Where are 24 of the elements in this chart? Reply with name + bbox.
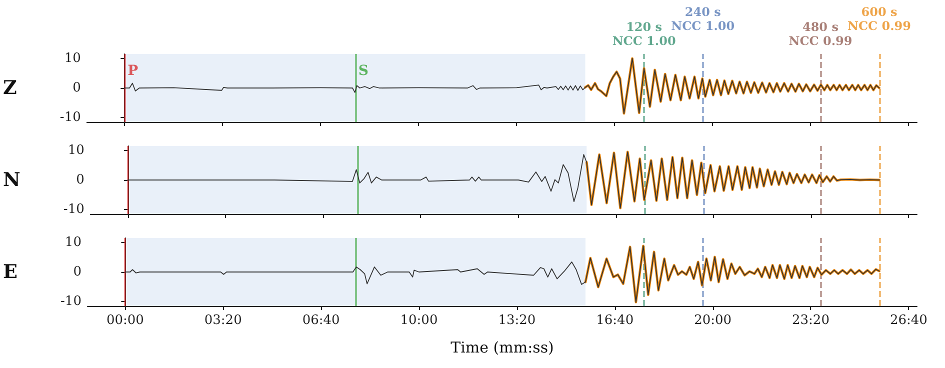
x-axis-title: Time (mm:ss) (450, 338, 554, 356)
y-tick-label: 0 (72, 80, 81, 96)
y-tick-label: -10 (60, 294, 82, 310)
x-tick-label: 03:20 (204, 313, 242, 328)
y-tick-label: 10 (64, 234, 82, 250)
y-tick-label: 10 (64, 50, 81, 66)
y-axis-title: N (2, 169, 20, 191)
y-axis-title: Z (2, 77, 17, 99)
y-tick-label: -10 (63, 202, 84, 218)
x-tick-label: 13:20 (498, 313, 536, 328)
x-tick-label: 23:20 (792, 313, 830, 328)
y-tick-label: 0 (76, 172, 84, 188)
x-tick-label: 26:40 (890, 313, 928, 328)
x-tick-label: 16:40 (596, 313, 634, 328)
ref-line-label: P (128, 63, 139, 79)
x-tick-label: 10:00 (400, 313, 438, 328)
y-tick-label: -10 (60, 110, 81, 126)
y-tick-label: 0 (73, 264, 82, 280)
y-tick-label: 10 (68, 142, 84, 158)
x-tick-label: 06:40 (302, 313, 340, 328)
x-tick-label: 20:00 (694, 313, 732, 328)
x-tick-label: 00:00 (106, 313, 144, 328)
y-axis-title: E (3, 261, 18, 283)
ref-line-label: S (358, 63, 369, 79)
